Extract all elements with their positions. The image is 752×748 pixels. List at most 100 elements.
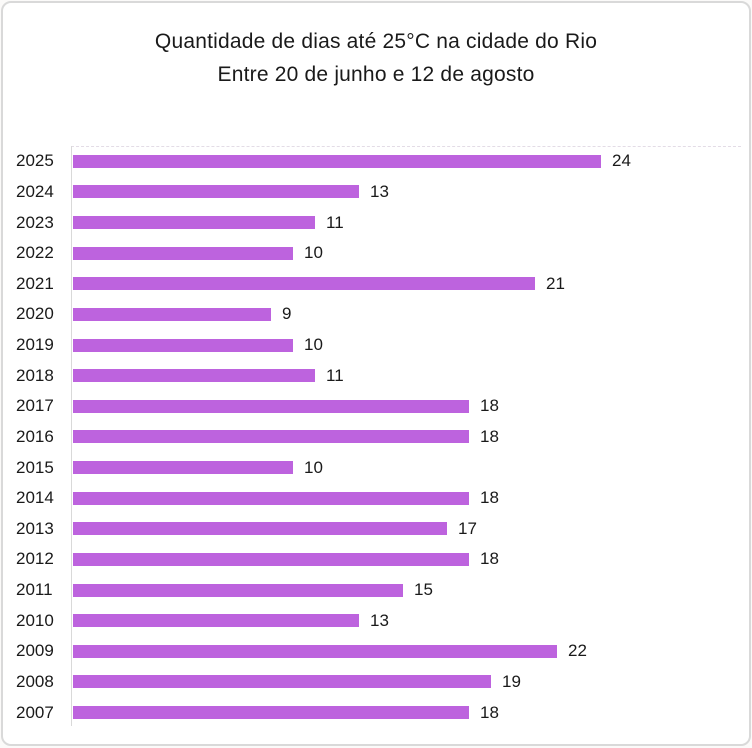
bar-row: 2019 10 xyxy=(3,330,749,361)
bar-value-label: 10 xyxy=(304,335,323,355)
bar-row: 2010 13 xyxy=(3,605,749,636)
bar xyxy=(73,216,315,230)
bar xyxy=(73,185,359,199)
year-axis-label: 2020 xyxy=(16,304,54,324)
bar-value-label: 11 xyxy=(326,365,344,385)
year-axis-label: 2014 xyxy=(16,488,54,508)
bar-value-label: 17 xyxy=(458,518,477,538)
bar-value-label: 18 xyxy=(480,396,499,416)
bar xyxy=(73,246,293,260)
bar xyxy=(73,277,535,291)
year-axis-label: 2017 xyxy=(16,396,54,416)
bar-value-label: 10 xyxy=(304,457,323,477)
bar-row: 2018 11 xyxy=(3,360,749,391)
bar-value-label: 18 xyxy=(480,549,499,569)
bar xyxy=(73,338,293,352)
bar-value-label: 11 xyxy=(326,212,344,232)
bar-track: 11 xyxy=(71,207,749,238)
bar-track: 18 xyxy=(71,544,749,575)
bar-row: 2025 24 xyxy=(3,146,749,177)
bar-track: 19 xyxy=(71,667,749,698)
bar-track: 22 xyxy=(71,636,749,667)
bar-track: 10 xyxy=(71,452,749,483)
year-axis-label: 2012 xyxy=(16,549,54,569)
year-axis-label: 2013 xyxy=(16,518,54,538)
year-axis-label: 2008 xyxy=(16,671,54,691)
bar-track: 18 xyxy=(71,391,749,422)
bar-row: 2014 18 xyxy=(3,483,749,514)
bar-row: 2011 15 xyxy=(3,575,749,606)
bar-row: 2024 13 xyxy=(3,177,749,208)
bar-value-label: 19 xyxy=(502,671,521,691)
year-axis-label: 2025 xyxy=(16,151,54,171)
bar-track: 18 xyxy=(71,422,749,453)
bar-track: 18 xyxy=(71,697,749,728)
bar-value-label: 18 xyxy=(480,488,499,508)
bar-row: 2012 18 xyxy=(3,544,749,575)
bar-track: 24 xyxy=(71,146,749,177)
year-axis-label: 2015 xyxy=(16,457,54,477)
bar-row: 2007 18 xyxy=(3,697,749,728)
bar-row: 2015 10 xyxy=(3,452,749,483)
bar-value-label: 21 xyxy=(546,273,565,293)
bar-track: 18 xyxy=(71,483,749,514)
bar xyxy=(73,614,359,628)
bar-rows: 2025 24 2024 13 2023 11 2022 10 2021 21 xyxy=(3,146,749,728)
bar xyxy=(73,675,491,689)
bar-track: 11 xyxy=(71,360,749,391)
bar-value-label: 18 xyxy=(480,426,499,446)
year-axis-label: 2010 xyxy=(16,610,54,630)
bar-track: 9 xyxy=(71,299,749,330)
bar-row: 2020 9 xyxy=(3,299,749,330)
bar xyxy=(73,522,447,536)
bar-row: 2021 21 xyxy=(3,269,749,300)
bar-track: 21 xyxy=(71,269,749,300)
year-axis-label: 2011 xyxy=(16,580,53,600)
chart-title: Quantidade de dias até 25°C na cidade do… xyxy=(3,25,749,91)
bar-value-label: 9 xyxy=(282,304,292,324)
chart-title-line2: Entre 20 de junho e 12 de agosto xyxy=(217,63,535,86)
year-axis-label: 2024 xyxy=(16,181,54,201)
bar-track: 17 xyxy=(71,514,749,545)
bar-row: 2008 19 xyxy=(3,667,749,698)
bar-row: 2023 11 xyxy=(3,207,749,238)
bar xyxy=(73,399,469,413)
bar xyxy=(73,154,601,168)
plot-area: 2025 24 2024 13 2023 11 2022 10 2021 21 xyxy=(3,146,749,728)
bar xyxy=(73,461,293,475)
bar-track: 15 xyxy=(71,575,749,606)
chart-title-line1: Quantidade de dias até 25°C na cidade do… xyxy=(154,30,598,53)
plot-top-gridline xyxy=(71,146,741,147)
year-axis-label: 2023 xyxy=(16,212,54,232)
bar-value-label: 15 xyxy=(414,580,433,600)
year-axis-label: 2021 xyxy=(16,273,54,293)
bar-track: 13 xyxy=(71,177,749,208)
year-axis-label: 2018 xyxy=(16,365,54,385)
bar-track: 10 xyxy=(71,330,749,361)
bar xyxy=(73,552,469,566)
bar xyxy=(73,430,469,444)
y-axis-line xyxy=(71,146,72,726)
bar-value-label: 18 xyxy=(480,702,499,722)
bar-value-label: 13 xyxy=(370,181,389,201)
bar-row: 2009 22 xyxy=(3,636,749,667)
bar xyxy=(73,307,271,321)
bar-row: 2017 18 xyxy=(3,391,749,422)
year-axis-label: 2016 xyxy=(16,426,54,446)
year-axis-label: 2022 xyxy=(16,243,54,263)
bar-value-label: 22 xyxy=(568,641,587,661)
bar xyxy=(73,644,557,658)
bar xyxy=(73,491,469,505)
bar xyxy=(73,369,315,383)
bar xyxy=(73,706,469,720)
bar-row: 2022 10 xyxy=(3,238,749,269)
bar xyxy=(73,583,403,597)
bar-row: 2013 17 xyxy=(3,514,749,545)
year-axis-label: 2009 xyxy=(16,641,54,661)
bar-track: 13 xyxy=(71,605,749,636)
year-axis-label: 2019 xyxy=(16,335,54,355)
bar-value-label: 10 xyxy=(304,243,323,263)
year-axis-label: 2007 xyxy=(16,702,54,722)
bar-value-label: 24 xyxy=(612,151,631,171)
